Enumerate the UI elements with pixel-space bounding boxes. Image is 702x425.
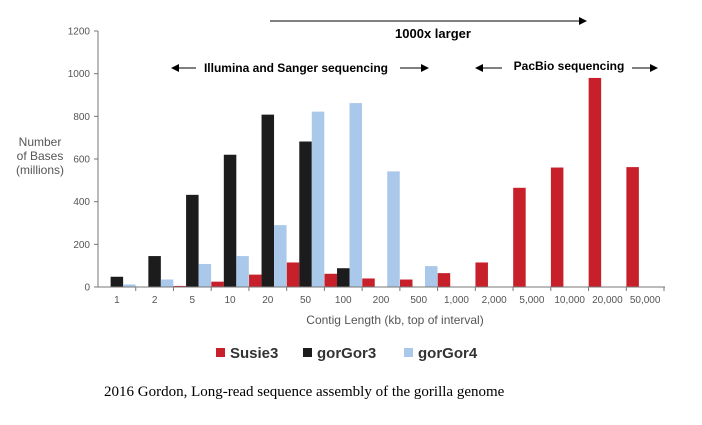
- bar-gorgor4: [274, 225, 287, 287]
- bar-susie3: [513, 187, 526, 287]
- bar-gorgor3: [148, 256, 161, 287]
- bar-susie3: [550, 167, 564, 287]
- right-range-label: PacBio sequencing: [514, 59, 625, 73]
- bar-gorgor3: [261, 114, 275, 287]
- x-tick-label: 1: [114, 295, 120, 306]
- bar-susie3: [211, 281, 224, 287]
- left-range-label: Illumina and Sanger sequencing: [204, 61, 388, 75]
- x-tick-label: 5: [190, 295, 196, 306]
- bar-gorgor3: [110, 276, 124, 287]
- top-arrow-label: 1000x larger: [395, 26, 471, 41]
- bar-gorgor4: [198, 263, 212, 287]
- x-tick-label: 10: [225, 295, 237, 306]
- bar-gorgor4: [123, 284, 136, 287]
- bar-gorgor4: [311, 111, 325, 287]
- legend-swatch: [303, 348, 312, 357]
- bar-gorgor3: [186, 194, 199, 287]
- bar-gorgor3: [299, 141, 312, 287]
- x-tick-label: 50: [300, 295, 312, 306]
- y-tick-label: 800: [73, 112, 90, 123]
- y-axis-title-line: (millions): [16, 163, 64, 177]
- legend-label: gorGor4: [418, 345, 478, 362]
- legend-label: Susie3: [230, 345, 278, 362]
- bar-gorgor4: [387, 171, 400, 287]
- y-axis-ticks: 0 200 400 600 800 1000 1200: [68, 27, 98, 294]
- x-tick-label: 2: [152, 295, 158, 306]
- bar-gorgor4: [349, 103, 363, 288]
- y-tick-label: 400: [73, 197, 90, 208]
- x-tick-label: 2,000: [482, 295, 507, 306]
- bar-gorgor4: [160, 279, 174, 287]
- bar-susie3: [173, 285, 187, 287]
- y-tick-label: 1000: [68, 69, 91, 80]
- bar-susie3: [475, 262, 488, 287]
- x-tick-label: 20,000: [592, 295, 623, 306]
- bar-susie3: [626, 167, 639, 287]
- y-tick-label: 600: [73, 155, 90, 166]
- bar-susie3: [437, 273, 451, 287]
- y-axis-title-line: of Bases: [17, 149, 64, 163]
- y-tick-label: 0: [84, 283, 90, 294]
- bar-susie3: [286, 262, 300, 287]
- bar-susie3: [588, 77, 602, 287]
- x-axis-title: Contig Length (kb, top of interval): [306, 313, 483, 327]
- bar-gorgor4: [424, 266, 438, 287]
- x-axis-ticks: 1 2 5 10 20 50 100 200 500 1,000 2,000 5,000 10,000 2…: [114, 287, 665, 306]
- x-tick-label: 20: [262, 295, 274, 306]
- x-tick-label: 500: [410, 295, 427, 306]
- bar-gorgor3: [337, 268, 350, 287]
- legend-swatch: [404, 348, 413, 357]
- bar-susie3: [249, 274, 262, 287]
- legend: Susie3 gorGor3 gorGor4: [216, 345, 478, 362]
- bar-gorgor3: [223, 154, 237, 287]
- y-axis-title-line: Number: [19, 135, 62, 149]
- bars: [110, 77, 639, 288]
- figure-caption: 2016 Gordon, Long-read sequence assembly…: [104, 384, 505, 400]
- x-tick-label: 5,000: [519, 295, 544, 306]
- bar-susie3: [362, 278, 375, 287]
- legend-swatch: [216, 348, 225, 357]
- y-tick-label: 200: [73, 240, 90, 251]
- legend-label: gorGor3: [317, 345, 376, 362]
- x-tick-label: 50,000: [630, 295, 661, 306]
- x-tick-label: 200: [373, 295, 390, 306]
- bar-gorgor4: [236, 256, 249, 287]
- x-tick-label: 1,000: [444, 295, 469, 306]
- y-tick-label: 1200: [68, 27, 91, 38]
- x-tick-label: 100: [335, 295, 352, 306]
- bar-susie3: [324, 273, 338, 287]
- bar-susie3: [399, 279, 413, 287]
- x-tick-label: 10,000: [554, 295, 585, 306]
